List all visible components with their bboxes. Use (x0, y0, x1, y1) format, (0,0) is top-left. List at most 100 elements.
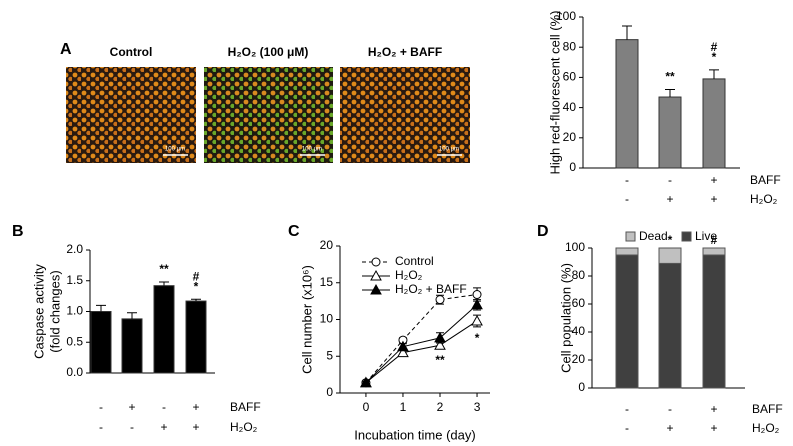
error-bar (191, 298, 201, 302)
x-tick-label: 2 (437, 400, 444, 414)
panel-letter: D (537, 223, 549, 240)
marker (397, 340, 409, 352)
marker (370, 269, 382, 281)
bar-segment (615, 247, 639, 256)
y-tick-label: 0 (326, 385, 333, 399)
legend-label: Control (395, 254, 434, 268)
marker (471, 314, 483, 326)
bar-segment (702, 254, 726, 389)
annotation: * (194, 279, 199, 293)
marker (434, 339, 446, 350)
condition: - (99, 420, 103, 434)
bar-segment (702, 247, 726, 256)
legend-swatch (625, 231, 636, 242)
condition: + (192, 420, 199, 434)
y-axis-label: Cell number (x10⁶) (299, 265, 314, 374)
x-tick-label: 3 (474, 400, 481, 414)
bar-segment (658, 247, 682, 264)
bar (702, 78, 726, 169)
y-axis-label: (fold changes) (47, 270, 62, 352)
panel-letter: A (60, 41, 72, 58)
y-tick-label: 1.0 (66, 304, 83, 318)
y-tick-label: 80 (572, 268, 586, 282)
panel-letter: B (12, 223, 24, 240)
legend-label: H₂O₂ + BAFF (395, 282, 467, 296)
annotation: # (711, 40, 718, 54)
micrograph (340, 67, 470, 163)
y-tick-label: 80 (563, 39, 577, 53)
scale-bars: 100 μm 100 μm 100 μm (163, 147, 462, 156)
annotation: # (711, 233, 718, 247)
y-tick-label: 40 (563, 100, 577, 114)
y-tick-label: 1.5 (66, 273, 83, 287)
y-axis-label: Caspase activity (31, 264, 46, 359)
condition: + (192, 400, 199, 414)
marker (397, 346, 409, 358)
annotation: * (668, 233, 673, 247)
error-bar (709, 69, 719, 79)
bar (121, 318, 143, 374)
bar (615, 39, 639, 169)
legend-label: Dead (639, 229, 668, 243)
condition: + (710, 402, 717, 416)
bar (658, 96, 682, 169)
condition: + (160, 420, 167, 434)
condition: + (710, 173, 717, 187)
y-tick-label: 0.5 (66, 334, 83, 348)
y-tick-label: 100 (556, 9, 576, 23)
marker (435, 295, 445, 305)
marker (434, 331, 446, 343)
series-line (365, 294, 478, 384)
y-tick-label: 60 (563, 70, 577, 84)
error-bar (622, 25, 632, 40)
bar-segment (658, 262, 682, 389)
condition: - (162, 400, 166, 414)
y-tick-label: 60 (572, 296, 586, 310)
bar-segment (615, 254, 639, 389)
annotation: # (193, 269, 200, 283)
condition-name: BAFF (752, 402, 783, 416)
y-tick-label: 20 (572, 352, 586, 366)
y-tick-label: 40 (572, 324, 586, 338)
bar (153, 285, 175, 374)
error-bar (159, 281, 169, 286)
y-tick-label: 2.0 (66, 242, 83, 256)
scale-label: 100 μm (165, 147, 185, 153)
panel-letter: C (288, 223, 300, 240)
marker (472, 290, 482, 300)
condition: + (128, 400, 135, 414)
error-bar (96, 304, 106, 312)
condition: + (666, 192, 673, 206)
annotation: ** (159, 262, 169, 276)
error-bar (127, 312, 137, 319)
scale-label: 100 μm (439, 147, 459, 153)
annotation: * (475, 331, 480, 345)
legend-label: Live (695, 229, 717, 243)
y-tick-label: 10 (320, 312, 334, 326)
y-tick-label: 15 (320, 275, 334, 289)
marker (360, 376, 372, 388)
y-tick-label: 20 (320, 238, 334, 252)
scale-label: 100 μm (302, 147, 322, 153)
x-tick-label: 1 (400, 400, 407, 414)
condition-name: H₂O₂ (752, 421, 780, 435)
series-line (365, 304, 478, 384)
condition: + (666, 421, 673, 435)
series-line (365, 320, 478, 384)
marker (471, 298, 483, 310)
y-tick-label: 0 (578, 380, 585, 394)
y-tick-label: 100 (565, 240, 585, 254)
x-axis-label: Incubation time (day) (354, 427, 475, 442)
micrograph (66, 67, 196, 163)
condition: - (625, 402, 629, 416)
legend-label: H₂O₂ (395, 268, 423, 282)
condition-name: BAFF (230, 400, 261, 414)
condition: - (668, 402, 672, 416)
condition-name: BAFF (750, 173, 781, 187)
condition: - (668, 173, 672, 187)
micrograph (204, 67, 333, 163)
annotation: * (712, 50, 717, 64)
y-tick-label: 0 (569, 160, 576, 174)
marker (371, 257, 381, 267)
image-label: H₂O₂ (100 μM) (228, 45, 309, 59)
